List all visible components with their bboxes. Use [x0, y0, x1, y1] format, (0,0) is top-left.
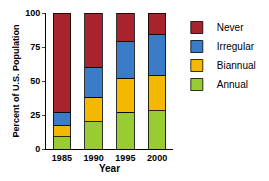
- svg-text:1995: 1995: [115, 153, 135, 163]
- svg-text:Biannual: Biannual: [217, 60, 256, 71]
- svg-text:Irregular: Irregular: [217, 41, 255, 52]
- svg-text:25: 25: [30, 110, 40, 120]
- svg-text:1985: 1985: [52, 153, 72, 163]
- svg-text:Annual: Annual: [217, 79, 248, 90]
- svg-text:Never: Never: [217, 22, 244, 33]
- svg-text:Percent of U.S. Population: Percent of U.S. Population: [11, 24, 21, 137]
- svg-text:100: 100: [25, 8, 40, 18]
- svg-text:50: 50: [30, 76, 40, 86]
- svg-text:2000: 2000: [147, 153, 167, 163]
- svg-text:1990: 1990: [84, 153, 104, 163]
- svg-text:75: 75: [30, 42, 40, 52]
- svg-text:0: 0: [35, 144, 40, 154]
- svg-text:Year: Year: [99, 163, 120, 174]
